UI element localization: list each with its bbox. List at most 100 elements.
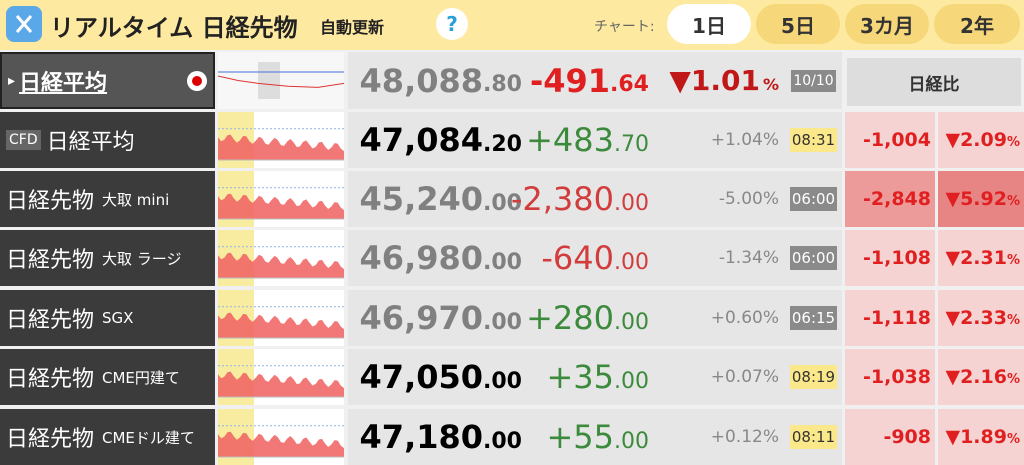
pct: +0.60% bbox=[655, 290, 785, 346]
change-dec: .00 bbox=[614, 309, 649, 335]
time: 08:31 bbox=[789, 128, 838, 152]
mini-chart[interactable] bbox=[218, 349, 344, 405]
diff-pct-unit: % bbox=[1006, 193, 1020, 209]
diff-pct-num: ▼2.09 bbox=[945, 129, 1007, 151]
diff-pct: ▼1.89% bbox=[938, 409, 1024, 465]
mini-chart[interactable] bbox=[218, 230, 344, 286]
index-pct-num: ▼1.01 bbox=[669, 64, 760, 97]
price: 46,970.00 bbox=[348, 290, 528, 346]
change: +55.00 bbox=[528, 409, 655, 465]
price-int: 47,084 bbox=[359, 121, 484, 159]
record-icon bbox=[187, 70, 207, 91]
change-int: -640 bbox=[541, 239, 614, 277]
diff-pct-unit: % bbox=[1006, 134, 1020, 150]
diff-pct-num: ▼2.31 bbox=[945, 247, 1007, 269]
diff: -1,038 bbox=[845, 349, 935, 405]
price: 47,084.20 bbox=[348, 112, 528, 168]
arrow: ▸ bbox=[8, 72, 16, 89]
diff-pct: ▼2.31% bbox=[938, 230, 1024, 286]
change-int: +280 bbox=[526, 299, 614, 337]
change-int: +35 bbox=[546, 358, 614, 396]
name-sub: SGX bbox=[102, 309, 134, 327]
range-button[interactable]: 3カ月 bbox=[845, 4, 929, 44]
price-dec: .00 bbox=[483, 368, 522, 394]
mini-chart[interactable] bbox=[218, 171, 344, 227]
price-int: 47,050 bbox=[359, 358, 484, 396]
mini-chart[interactable] bbox=[218, 112, 344, 168]
diff-pct-num: ▼5.92 bbox=[945, 188, 1007, 210]
time: 08:19 bbox=[789, 365, 838, 389]
price-dec: .00 bbox=[483, 249, 522, 275]
diff: -2,848 bbox=[845, 171, 935, 227]
price: 45,240.00 bbox=[348, 171, 528, 227]
index-price-int: 48,088 bbox=[359, 61, 484, 100]
name-text: 日経先物 bbox=[6, 367, 95, 392]
price-dec: .00 bbox=[483, 428, 522, 454]
price-dec: .20 bbox=[483, 131, 522, 157]
pct: +1.04% bbox=[655, 112, 785, 168]
index-change-dec: .64 bbox=[610, 72, 649, 97]
index-name-text: 日経平均 bbox=[19, 70, 108, 96]
price-int: 46,970 bbox=[359, 299, 484, 337]
mini-chart[interactable] bbox=[218, 52, 344, 109]
name-text: 日経先物 bbox=[6, 189, 95, 214]
price-int: 47,180 bbox=[359, 418, 484, 456]
range-button[interactable]: 5日 bbox=[756, 4, 840, 44]
range-button[interactable]: 2年 bbox=[934, 4, 1020, 44]
row-name[interactable]: 日経先物 大取 ラージ bbox=[0, 230, 215, 286]
mini-chart[interactable] bbox=[218, 409, 344, 465]
index-change-int: -491 bbox=[529, 61, 611, 100]
diff: -1,108 bbox=[845, 230, 935, 286]
change-dec: .00 bbox=[614, 190, 649, 216]
time-cell: 06:00 bbox=[785, 171, 842, 227]
price-int: 46,980 bbox=[359, 239, 484, 277]
change: +35.00 bbox=[528, 349, 655, 405]
diff-pct-unit: % bbox=[1006, 312, 1020, 328]
auto-update: 自動更新 bbox=[320, 18, 385, 37]
name-text: 日経平均 bbox=[46, 130, 135, 155]
price-int: 45,240 bbox=[359, 180, 484, 218]
time: 06:00 bbox=[789, 246, 838, 270]
change-int: +483 bbox=[526, 121, 614, 159]
diff-pct: ▼2.33% bbox=[938, 290, 1024, 346]
time-cell: 06:15 bbox=[785, 290, 842, 346]
price: 47,050.00 bbox=[348, 349, 528, 405]
time-cell: 08:11 bbox=[785, 409, 842, 465]
change-dec: .70 bbox=[614, 131, 649, 157]
time: 06:15 bbox=[789, 306, 838, 330]
diff-pct-unit: % bbox=[1006, 252, 1020, 268]
row-name[interactable]: CFD 日経平均 bbox=[0, 112, 215, 168]
range-button[interactable]: 1日 bbox=[667, 4, 751, 44]
x-logo[interactable] bbox=[6, 6, 42, 42]
diff-pct-unit: % bbox=[1006, 431, 1020, 447]
index-price-dec: .80 bbox=[483, 72, 522, 97]
diff-pct-num: ▼1.89 bbox=[945, 426, 1007, 448]
row-name[interactable]: 日経先物 CMEドル建て bbox=[0, 409, 215, 465]
row-name[interactable]: 日経先物 SGX bbox=[0, 290, 215, 346]
price-dec: .00 bbox=[483, 190, 522, 216]
time-cell: 08:31 bbox=[785, 112, 842, 168]
diff: -1,004 bbox=[845, 112, 935, 168]
diff-pct-num: ▼2.33 bbox=[945, 307, 1007, 329]
price: 46,980.00 bbox=[348, 230, 528, 286]
change-int: -2,380 bbox=[510, 180, 614, 218]
badge: CFD bbox=[6, 130, 41, 150]
row-name[interactable]: 日経先物 大取 mini bbox=[0, 171, 215, 227]
row-name[interactable]: 日経先物 CME円建て bbox=[0, 349, 215, 405]
chart-label: チャート: bbox=[594, 19, 655, 35]
diff-pct: ▼2.16% bbox=[938, 349, 1024, 405]
diff-pct-num: ▼2.16 bbox=[945, 366, 1007, 388]
change-dec: .00 bbox=[614, 249, 649, 275]
index-price: 48,088.80 bbox=[348, 52, 528, 109]
price-dec: .00 bbox=[483, 309, 522, 335]
help-button[interactable]: ? bbox=[436, 8, 468, 40]
index-change: -491.64 bbox=[528, 52, 655, 109]
title: リアルタイム 日経先物 bbox=[50, 14, 298, 42]
index-pct-unit: % bbox=[762, 75, 779, 94]
mini-chart[interactable] bbox=[218, 290, 344, 346]
diff-pct: ▼5.92% bbox=[938, 171, 1024, 227]
compare-header: 日経比 bbox=[847, 58, 1021, 106]
pct: -5.00% bbox=[655, 171, 785, 227]
change: -2,380.00 bbox=[511, 171, 655, 227]
